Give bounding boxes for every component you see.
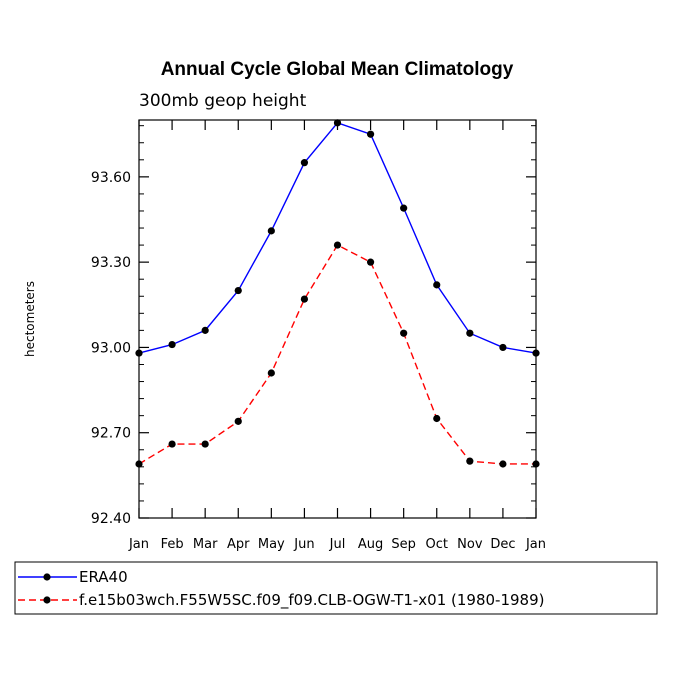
x-tick-label: Apr — [227, 537, 250, 552]
plot-frame — [138, 119, 537, 519]
y-tick-label: 93.30 — [91, 255, 131, 271]
series-2-point — [366, 258, 375, 266]
x-tick-label: Jan — [525, 537, 546, 552]
series-1-point — [201, 326, 209, 334]
series-1-point — [499, 343, 507, 352]
x-tick-label: Feb — [161, 537, 184, 552]
series-2-point — [466, 457, 474, 465]
x-tick-label: Oct — [426, 537, 448, 552]
series-1-point — [366, 130, 375, 138]
x-tick-label: Jan — [128, 537, 149, 552]
legend-marker-1 — [43, 573, 51, 581]
legend-label-1: ERA40 — [79, 568, 128, 586]
y-tick-label: 93.60 — [91, 170, 131, 186]
series-2-point — [135, 460, 143, 468]
series-2-point — [201, 440, 209, 448]
series-line-1 — [138, 122, 537, 354]
series-1-point — [267, 227, 275, 235]
legend-box — [14, 561, 658, 615]
y-axis-title: hectometers — [23, 281, 37, 357]
series-1-point — [532, 349, 540, 357]
series-1-point — [135, 349, 143, 357]
series-2-point — [168, 440, 176, 448]
series-2-point — [234, 417, 242, 425]
series-2-point — [433, 414, 441, 423]
x-tick-label: Nov — [457, 537, 483, 552]
y-tick-label: 93.00 — [91, 340, 131, 356]
series-2-point — [532, 460, 540, 468]
y-axis-ticks: 92.40 92.70 93.00 93.30 93.60 — [91, 125, 536, 527]
legend-marker-2 — [43, 596, 51, 604]
chart-title: Annual Cycle Global Mean Climatology — [161, 59, 514, 80]
legend-label-2: f.e15b03wch.F55W5SC.f09_f09.CLB-OGW-T1-x… — [79, 591, 544, 610]
y-tick-label: 92.40 — [91, 511, 131, 527]
x-tick-label: Aug — [358, 537, 383, 552]
x-tick-label: Dec — [490, 537, 515, 552]
x-tick-label: Sep — [391, 537, 416, 552]
x-tick-label: Mar — [193, 537, 218, 552]
series-layer — [135, 119, 540, 468]
series-2-point — [300, 295, 309, 303]
x-tick-label: May — [258, 537, 285, 552]
series-1-point — [466, 329, 474, 337]
series-2-point — [400, 329, 408, 337]
series-2-point — [333, 241, 342, 249]
chart-subtitle: 300mb geop height — [139, 91, 307, 111]
legend: ERA40 f.e15b03wch.F55W5SC.f09_f09.CLB-OGW… — [18, 568, 544, 610]
series-1-point — [300, 159, 309, 167]
x-axis-ticks: Jan Feb Mar Apr May Jun Jul Aug Sep Oct Nov Dec Jan — [128, 120, 546, 552]
x-tick-label: Jun — [293, 537, 314, 552]
series-line-2 — [138, 244, 536, 465]
series-1-point — [168, 340, 176, 349]
series-1-point — [234, 286, 242, 295]
x-tick-label: Jul — [329, 537, 346, 552]
series-1-point — [400, 204, 408, 212]
series-2-point — [499, 460, 507, 468]
series-1-point — [333, 119, 342, 127]
series-2-point — [267, 369, 275, 377]
series-1-point — [433, 281, 441, 289]
y-tick-label: 92.70 — [91, 426, 131, 442]
